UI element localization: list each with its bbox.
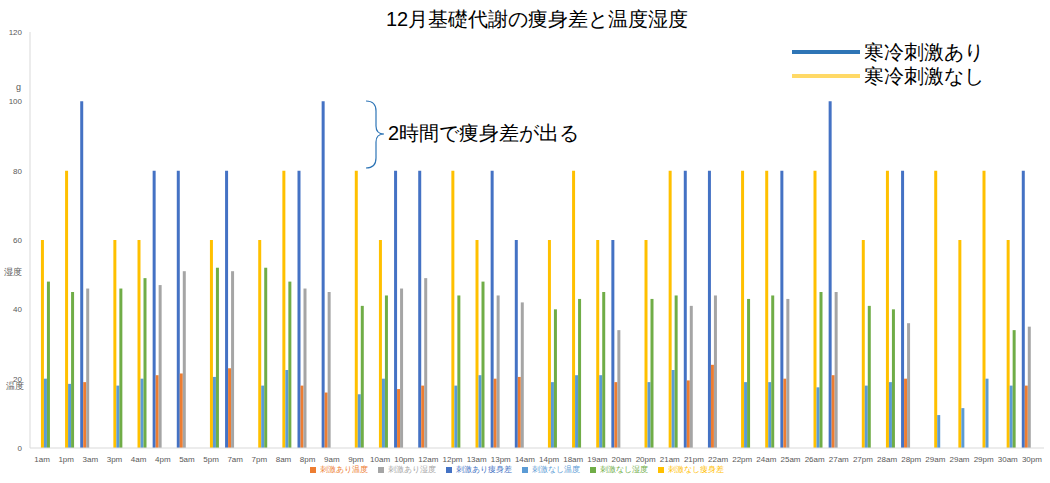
svg-text:29am: 29am <box>949 455 969 464</box>
svg-text:10pm: 10pm <box>394 455 414 464</box>
svg-text:22am: 22am <box>708 455 728 464</box>
svg-text:8am: 8am <box>276 455 292 464</box>
svg-text:9pm: 9pm <box>348 455 364 464</box>
svg-text:28am: 28am <box>877 455 897 464</box>
svg-text:12pm: 12pm <box>442 455 462 464</box>
html-text:刺激なし温度: 刺激なし温度 <box>532 465 580 474</box>
html-text:刺激あり湿度: 刺激あり湿度 <box>388 465 436 474</box>
svg-text:40: 40 <box>13 305 22 314</box>
html-text:刺激なし湿度: 刺激なし湿度 <box>600 465 648 474</box>
svg-text:14am: 14am <box>515 455 535 464</box>
html-text:湿度: 湿度 <box>4 267 22 277</box>
svg-text:8pm: 8pm <box>300 455 316 464</box>
svg-text:7am: 7am <box>227 455 243 464</box>
svg-text:3pm: 3pm <box>107 455 123 464</box>
svg-text:0: 0 <box>18 444 23 453</box>
svg-text:60: 60 <box>13 236 22 245</box>
svg-text:19am: 19am <box>587 455 607 464</box>
html-text:刺激なし痩身差: 刺激なし痩身差 <box>668 465 724 474</box>
svg-text:13am: 13am <box>467 455 487 464</box>
svg-text:3am: 3am <box>83 455 99 464</box>
svg-text:5pm: 5pm <box>203 455 219 464</box>
svg-text:27pm: 27pm <box>853 455 873 464</box>
svg-text:20am: 20am <box>611 455 631 464</box>
svg-text:28pm: 28pm <box>901 455 921 464</box>
svg-text:80: 80 <box>13 167 22 176</box>
svg-text:29pm: 29pm <box>974 455 994 464</box>
svg-text:27am: 27am <box>829 455 849 464</box>
svg-text:21am: 21am <box>660 455 680 464</box>
svg-text:20pm: 20pm <box>636 455 656 464</box>
html-text:寒冷刺激なし: 寒冷刺激なし <box>864 65 984 87</box>
svg-text:13pm: 13pm <box>491 455 511 464</box>
svg-text:5am: 5am <box>179 455 195 464</box>
svg-text:4am: 4am <box>131 455 147 464</box>
svg-text:20: 20 <box>13 374 22 384</box>
svg-text:9am: 9am <box>324 455 340 464</box>
svg-text:7pm: 7pm <box>252 455 268 464</box>
svg-text:30pm: 30pm <box>1022 455 1042 464</box>
html-text:g: g <box>16 82 21 92</box>
html-text:刺激あり痩身差: 刺激あり痩身差 <box>456 465 512 474</box>
svg-text:30am: 30am <box>998 455 1018 464</box>
svg-text:18am: 18am <box>563 455 583 464</box>
svg-text:1am: 1am <box>34 455 50 464</box>
svg-text:4pm: 4pm <box>155 455 171 464</box>
svg-text:22pm: 22pm <box>732 455 752 464</box>
svg-text:21pm: 21pm <box>684 455 704 464</box>
svg-text:12am: 12am <box>418 455 438 464</box>
svg-text:14pm: 14pm <box>539 455 559 464</box>
svg-text:10am: 10am <box>370 455 390 464</box>
html-text:寒冷刺激あり: 寒冷刺激あり <box>864 41 984 63</box>
html-text:温度: 温度 <box>6 381 24 391</box>
svg-text:1pm: 1pm <box>58 455 74 464</box>
svg-text:26am: 26am <box>805 455 825 464</box>
svg-text:120: 120 <box>9 28 23 37</box>
svg-text:25am: 25am <box>780 455 800 464</box>
svg-text:24am: 24am <box>756 455 776 464</box>
html-text:12月基礎代謝の痩身差と温度湿度: 12月基礎代謝の痩身差と温度湿度 <box>386 8 689 30</box>
html-text:刺激あり温度: 刺激あり温度 <box>320 465 368 474</box>
html-text:2時間で痩身差が出る: 2時間で痩身差が出る <box>388 122 580 144</box>
svg-text:29am: 29am <box>925 455 945 464</box>
svg-text:100: 100 <box>9 97 23 106</box>
